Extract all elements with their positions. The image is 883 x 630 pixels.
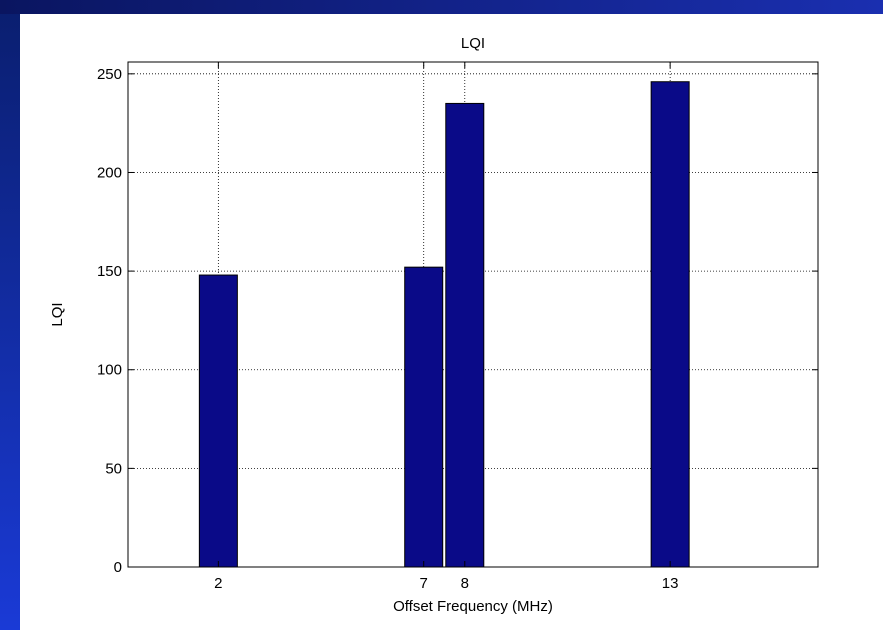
y-tick-label: 50: [105, 460, 122, 477]
y-tick-label: 200: [97, 164, 122, 181]
x-tick-label: 2: [214, 575, 222, 592]
lqi-bar-chart: 2 7 8 13 0 50 100 150 200 250 LQI Offset Frequen…: [49, 35, 819, 615]
y-tick-label: 150: [97, 263, 122, 280]
x-tick-label: 7: [420, 575, 428, 592]
y-axis-label: LQI: [49, 302, 66, 326]
bar-8mhz: [445, 102, 485, 568]
y-tick-label: 0: [114, 559, 122, 576]
bar-7mhz: [404, 266, 444, 568]
x-tick-label: 8: [461, 575, 469, 592]
bar-2mhz: [198, 274, 238, 568]
x-tick-labels: 2 7 8 13: [214, 575, 678, 592]
x-axis-label: Offset Frequency (MHz): [393, 598, 553, 615]
figure: 2 7 8 13 0 50 100 150 200 250 LQI Offset Frequen…: [20, 14, 883, 630]
y-tick-labels: 0 50 100 150 200 250: [97, 66, 122, 576]
chart-title: LQI: [461, 35, 485, 52]
bar-13mhz: [650, 81, 690, 568]
bars: [198, 81, 690, 568]
y-tick-label: 100: [97, 362, 122, 379]
y-tick-label: 250: [97, 66, 122, 83]
top-band: [0, 0, 883, 14]
tick-marks: [128, 62, 818, 568]
x-tick-label: 13: [662, 575, 679, 592]
axes-box: [127, 61, 819, 568]
